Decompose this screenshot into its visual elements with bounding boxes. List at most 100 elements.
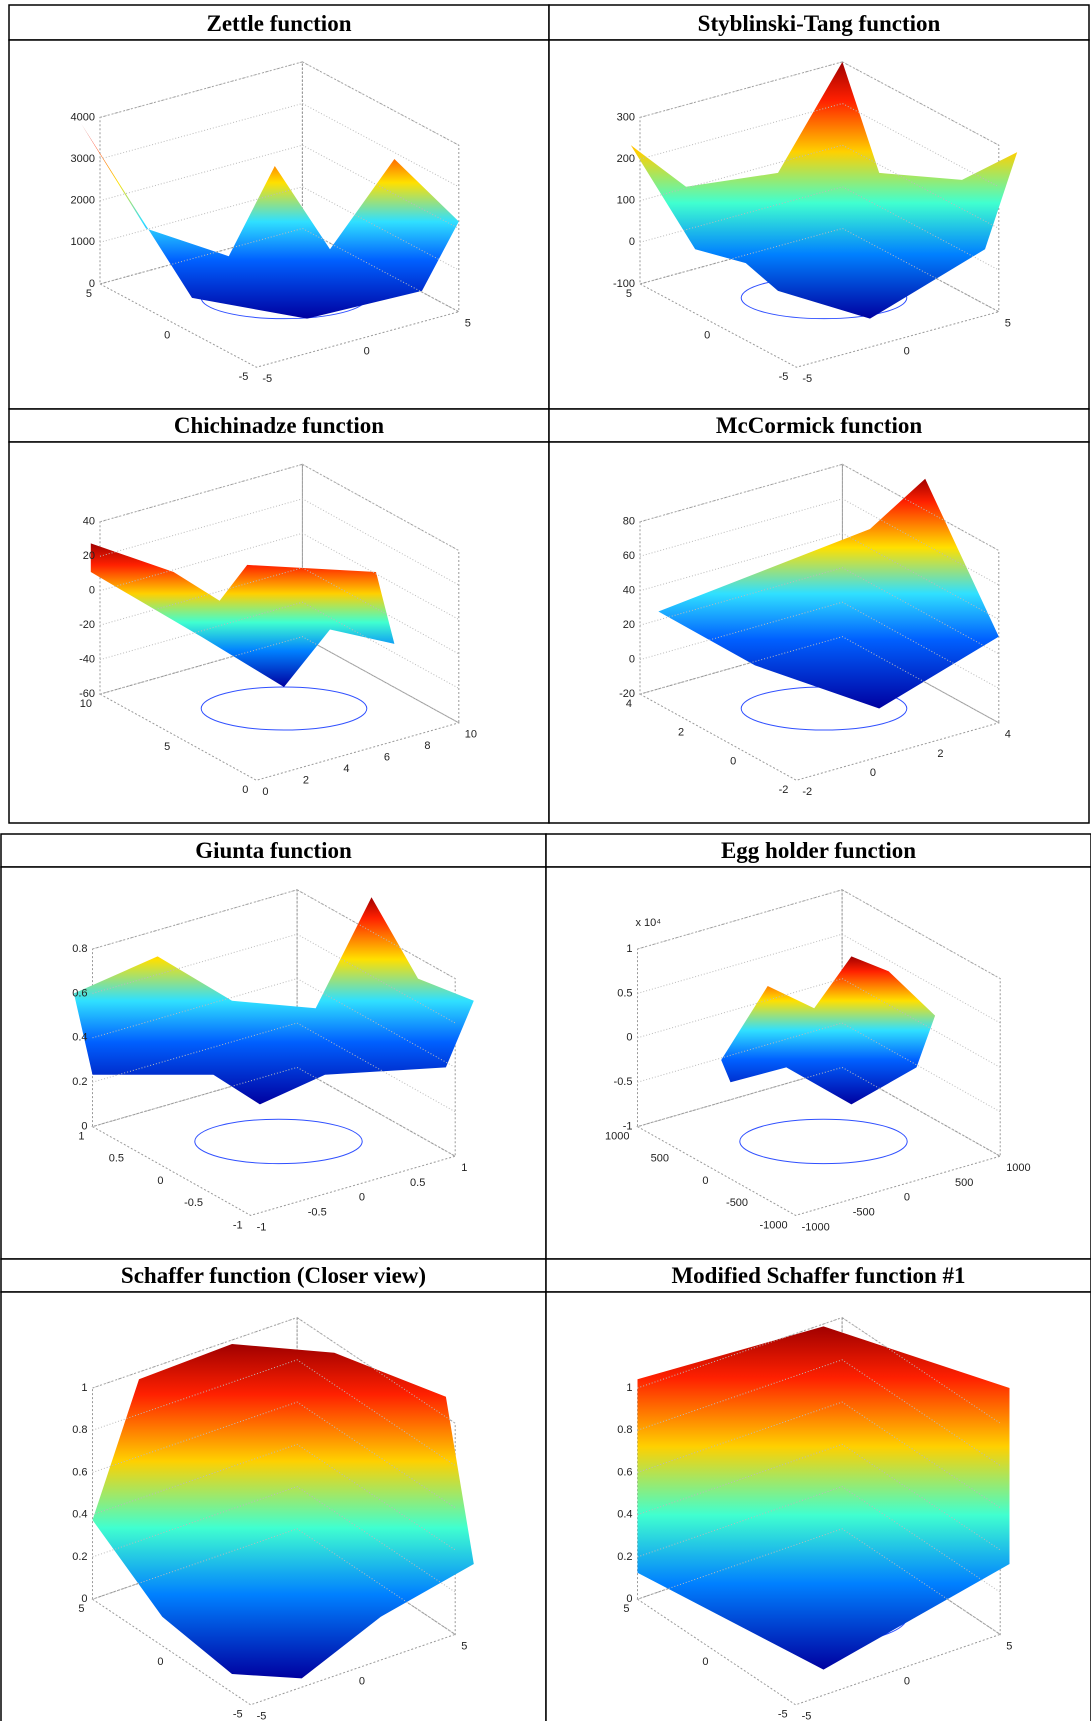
z-tick-label: 3000 — [71, 153, 95, 165]
z-grid-line — [637, 889, 1001, 980]
y-tick-label: 2 — [678, 727, 684, 739]
z-tick-label: 20 — [623, 619, 635, 631]
title-cell — [0, 1258, 547, 1293]
z-tick-label: 0 — [626, 1032, 632, 1044]
z-grid-line — [637, 1066, 1001, 1157]
y-tick-label: 0 — [242, 784, 248, 796]
z-tick-label: 2000 — [71, 195, 95, 207]
y-tick-label: 0 — [730, 755, 736, 767]
x-tick-label: -2 — [802, 786, 812, 798]
z-tick-label: -20 — [79, 619, 95, 631]
x-tick-label: 0 — [870, 767, 876, 779]
z-tick-label: 0 — [626, 1593, 632, 1605]
z-grid-line — [639, 463, 1000, 551]
z-tick-label: 0.2 — [72, 1551, 87, 1563]
x-tick-label: 0 — [359, 1676, 365, 1688]
z-tick-label: 0.6 — [72, 1466, 87, 1478]
panel-title: Schaffer function (Closer view) — [121, 1263, 426, 1288]
z-grid-line — [637, 1359, 1001, 1466]
z-grid-line — [99, 144, 460, 229]
z-tick-label: -20 — [619, 688, 635, 700]
x-tick-label: 4 — [1005, 729, 1011, 741]
surface — [92, 1344, 474, 1679]
y-tick-label: -1000 — [759, 1219, 787, 1231]
z-tick-label: 0 — [89, 278, 95, 290]
floor — [91, 1066, 457, 1216]
z-tick-label: 0 — [629, 654, 635, 666]
y-tick-label: -0.5 — [184, 1197, 203, 1209]
y-tick-label: -2 — [779, 784, 789, 796]
z-tick-label: 0.2 — [72, 1076, 87, 1088]
x-tick-label: 2 — [937, 748, 943, 760]
panel-title: McCormick function — [716, 413, 923, 438]
z-grid-line — [92, 1401, 456, 1509]
z-tick-label: 0.4 — [72, 1032, 87, 1044]
x-tick-label: 500 — [955, 1177, 973, 1189]
x-tick-label: -0.5 — [308, 1207, 327, 1219]
y-tick-label: 0 — [157, 1175, 163, 1187]
y-tick-label: 0.5 — [109, 1153, 124, 1165]
z-grid-line — [637, 1022, 1001, 1113]
y-tick-label: 0 — [704, 330, 710, 342]
z-tick-label: -100 — [613, 278, 635, 290]
x-tick-label: 0 — [904, 345, 910, 357]
z-grid-line — [99, 186, 460, 271]
z-tick-label: -1 — [623, 1121, 633, 1133]
contour — [194, 1118, 363, 1165]
z-tick-label: 0.2 — [617, 1551, 632, 1563]
z-tick-label: 200 — [617, 153, 635, 165]
surface — [637, 1326, 1010, 1670]
z-grid-line — [639, 227, 1000, 313]
x-tick-label: -5 — [802, 1711, 812, 1721]
z-tick-label: 40 — [623, 585, 635, 597]
z-grid-line — [639, 498, 1000, 586]
z-grid-line — [637, 1528, 1001, 1635]
y-tick-label: 4 — [626, 698, 632, 710]
z-grid-line — [92, 889, 456, 980]
z-grid-line — [92, 1317, 456, 1424]
y-tick-label: 500 — [651, 1153, 669, 1165]
z-grid-line — [99, 636, 460, 724]
panel-title: Egg holder function — [721, 838, 916, 863]
panel-title: Styblinski-Tang function — [698, 11, 941, 36]
x-tick-label: 5 — [1006, 1640, 1012, 1652]
z-grid-line — [92, 1443, 456, 1551]
y-tick-label: 10 — [80, 698, 92, 710]
x-tick-label: -500 — [853, 1207, 875, 1219]
x-tick-label: -5 — [802, 373, 812, 385]
z-tick-label: 80 — [623, 516, 635, 528]
panel: Modified Schaffer function #1 0 0.2 0.4 0.6 0… — [545, 1258, 1091, 1721]
z-grid-line — [639, 532, 1000, 620]
z-tick-label: 0.8 — [72, 1424, 87, 1436]
y-tick-label: 0 — [702, 1175, 708, 1187]
z-tick-label: 0.6 — [617, 1466, 632, 1478]
z-tick-label: 0.6 — [72, 987, 87, 999]
x-tick-label: 5 — [461, 1640, 467, 1652]
z-grid-line — [639, 186, 1000, 271]
z-grid-line — [99, 61, 460, 146]
x-tick-label: 0 — [364, 345, 370, 357]
z-tick-label: 0.8 — [617, 1424, 632, 1436]
z-grid-line — [639, 567, 1000, 655]
y-tick-label: 5 — [626, 288, 632, 300]
z-tick-label: 40 — [83, 516, 95, 528]
z-tick-label: 0 — [629, 236, 635, 248]
y-tick-label: 5 — [623, 1603, 629, 1615]
y-tick-label: 5 — [164, 741, 170, 753]
y-tick-label: -5 — [233, 1709, 243, 1721]
back-wall — [99, 463, 303, 695]
x-tick-label: 0 — [359, 1192, 365, 1204]
z-grid-line — [639, 102, 1000, 188]
z-grid-line — [99, 463, 460, 551]
z-tick-label: 20 — [83, 550, 95, 562]
x-tick-label: -1000 — [802, 1221, 830, 1233]
title-cell — [8, 4, 550, 41]
z-grid-line — [92, 1022, 456, 1113]
floor — [636, 1066, 1002, 1216]
z-tick-label: 1 — [81, 1382, 87, 1394]
panel-title: Zettle function — [206, 11, 351, 36]
z-tick-label: 100 — [617, 195, 635, 207]
z-multiplier: x 10⁴ — [636, 917, 662, 929]
